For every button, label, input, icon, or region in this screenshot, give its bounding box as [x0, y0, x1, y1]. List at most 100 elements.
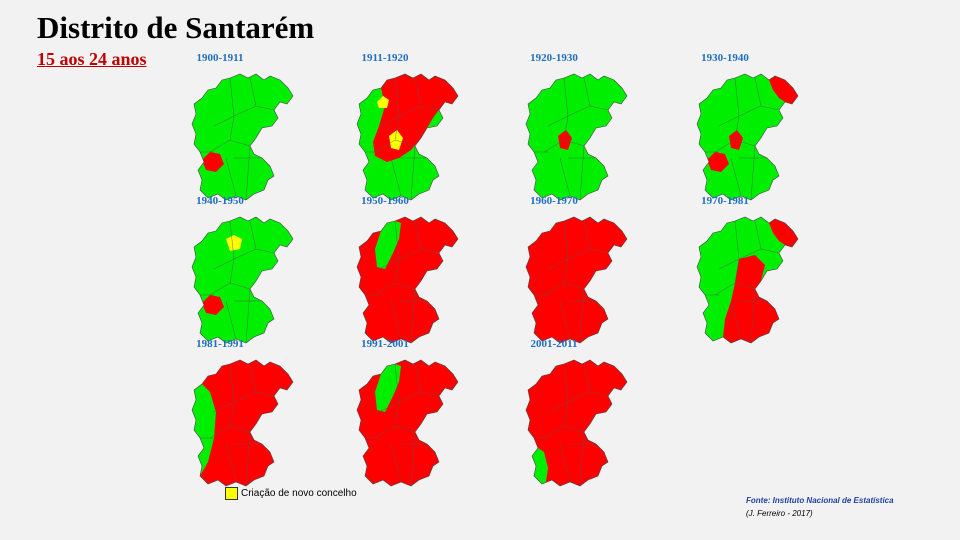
district-map — [696, 73, 799, 201]
municipal-boundary — [559, 443, 571, 483]
municipal-boundary — [543, 282, 585, 296]
municipal-boundary — [410, 288, 416, 343]
municipal-boundary — [734, 220, 740, 284]
map-base — [526, 74, 627, 200]
map-region-south-center — [723, 255, 779, 343]
municipal-boundary — [543, 139, 585, 153]
map-region-mid-left — [202, 152, 224, 172]
municipal-boundary — [378, 391, 440, 413]
municipal-boundary — [583, 77, 591, 107]
municipal-boundary — [249, 220, 257, 250]
district-outline — [191, 359, 294, 487]
municipal-boundary — [225, 443, 237, 483]
municipal-boundary — [249, 363, 257, 393]
district-map — [525, 216, 628, 344]
map-period-label: 1911-1920 — [361, 52, 409, 64]
district-outline — [356, 359, 459, 487]
map-region-upper-left-spot — [377, 96, 389, 108]
municipal-boundary — [714, 139, 756, 153]
map-region-northwest — [375, 221, 401, 269]
map-period-label: 1930-1940 — [701, 52, 749, 64]
municipal-boundary — [734, 77, 740, 141]
municipal-boundary — [374, 139, 416, 153]
district-map — [525, 359, 628, 487]
map-base — [192, 360, 293, 486]
municipal-boundary — [547, 391, 609, 413]
district-map — [356, 73, 459, 201]
district-map — [191, 359, 294, 487]
municipal-boundary — [390, 443, 402, 483]
legend: Criação de novo concelho — [225, 487, 357, 500]
district-map — [525, 73, 628, 201]
author-text: (J. Ferreiro - 2017) — [746, 509, 813, 518]
map-period-label: 1920-1930 — [530, 52, 578, 64]
municipal-boundary — [414, 77, 422, 107]
municipal-boundary — [547, 248, 609, 270]
municipal-boundary — [718, 105, 780, 127]
map-period-label: 1960-1970 — [530, 195, 578, 207]
municipal-boundary — [410, 145, 416, 200]
map-region-upper-right — [769, 76, 798, 104]
map-period-label: 1940-1950 — [196, 195, 244, 207]
municipal-boundary — [378, 105, 440, 127]
map-region-mid-left — [707, 152, 729, 172]
municipal-boundary — [374, 282, 416, 296]
map-base — [192, 217, 293, 343]
map-region-upper-right — [769, 219, 798, 247]
municipal-boundary — [213, 391, 275, 413]
municipal-boundary — [378, 248, 440, 270]
municipal-boundary — [213, 105, 275, 127]
district-outline — [696, 73, 799, 201]
map-region-northwest — [375, 364, 401, 412]
map-region-center — [729, 130, 743, 150]
municipal-boundary — [579, 288, 585, 343]
municipal-boundary — [579, 145, 585, 200]
municipal-boundary — [414, 220, 422, 250]
municipal-boundary — [718, 248, 780, 270]
municipal-boundary — [414, 363, 422, 393]
district-map — [356, 359, 459, 487]
map-region-southwest — [532, 448, 548, 484]
district-map — [191, 216, 294, 344]
municipal-boundary — [754, 77, 762, 107]
municipal-boundary — [563, 77, 569, 141]
map-base — [357, 360, 458, 486]
district-map — [696, 216, 799, 344]
municipal-boundary — [229, 363, 235, 427]
map-region-west — [192, 384, 216, 476]
municipal-boundary — [583, 363, 591, 393]
map-region-mid-left — [202, 295, 224, 315]
map-region-center — [558, 130, 572, 150]
map-period-label: 1950-1960 — [361, 195, 409, 207]
municipal-boundary — [559, 300, 571, 340]
municipal-boundary — [750, 288, 756, 343]
map-region-upper-middle-spot — [226, 235, 242, 251]
municipal-boundary — [583, 220, 591, 250]
map-base — [526, 360, 627, 486]
map-period-label: 1970-1981 — [701, 195, 749, 207]
municipal-boundary — [543, 425, 585, 439]
municipal-boundary — [394, 363, 400, 427]
municipal-boundary — [390, 300, 402, 340]
municipal-boundary — [563, 220, 569, 284]
municipal-boundary — [394, 220, 400, 284]
municipal-boundary — [394, 77, 400, 141]
page-subtitle: 15 aos 24 anos — [37, 49, 147, 69]
municipal-boundary — [209, 425, 251, 439]
municipal-boundary — [225, 300, 237, 340]
legend-label: Criação de novo concelho — [241, 488, 357, 499]
municipal-boundary — [563, 363, 569, 427]
district-outline — [191, 216, 294, 344]
district-outline — [356, 216, 459, 344]
municipal-boundary — [410, 431, 416, 486]
municipal-boundary — [245, 145, 251, 200]
map-period-label: 2001-2011 — [530, 338, 578, 350]
municipal-boundary — [579, 431, 585, 486]
municipal-boundary — [209, 139, 251, 153]
map-period-label: 1900-1911 — [196, 52, 244, 64]
district-outline — [696, 216, 799, 344]
municipal-boundary — [559, 157, 571, 197]
map-region-center — [389, 130, 403, 150]
municipal-boundary — [390, 157, 402, 197]
municipal-boundary — [249, 77, 257, 107]
